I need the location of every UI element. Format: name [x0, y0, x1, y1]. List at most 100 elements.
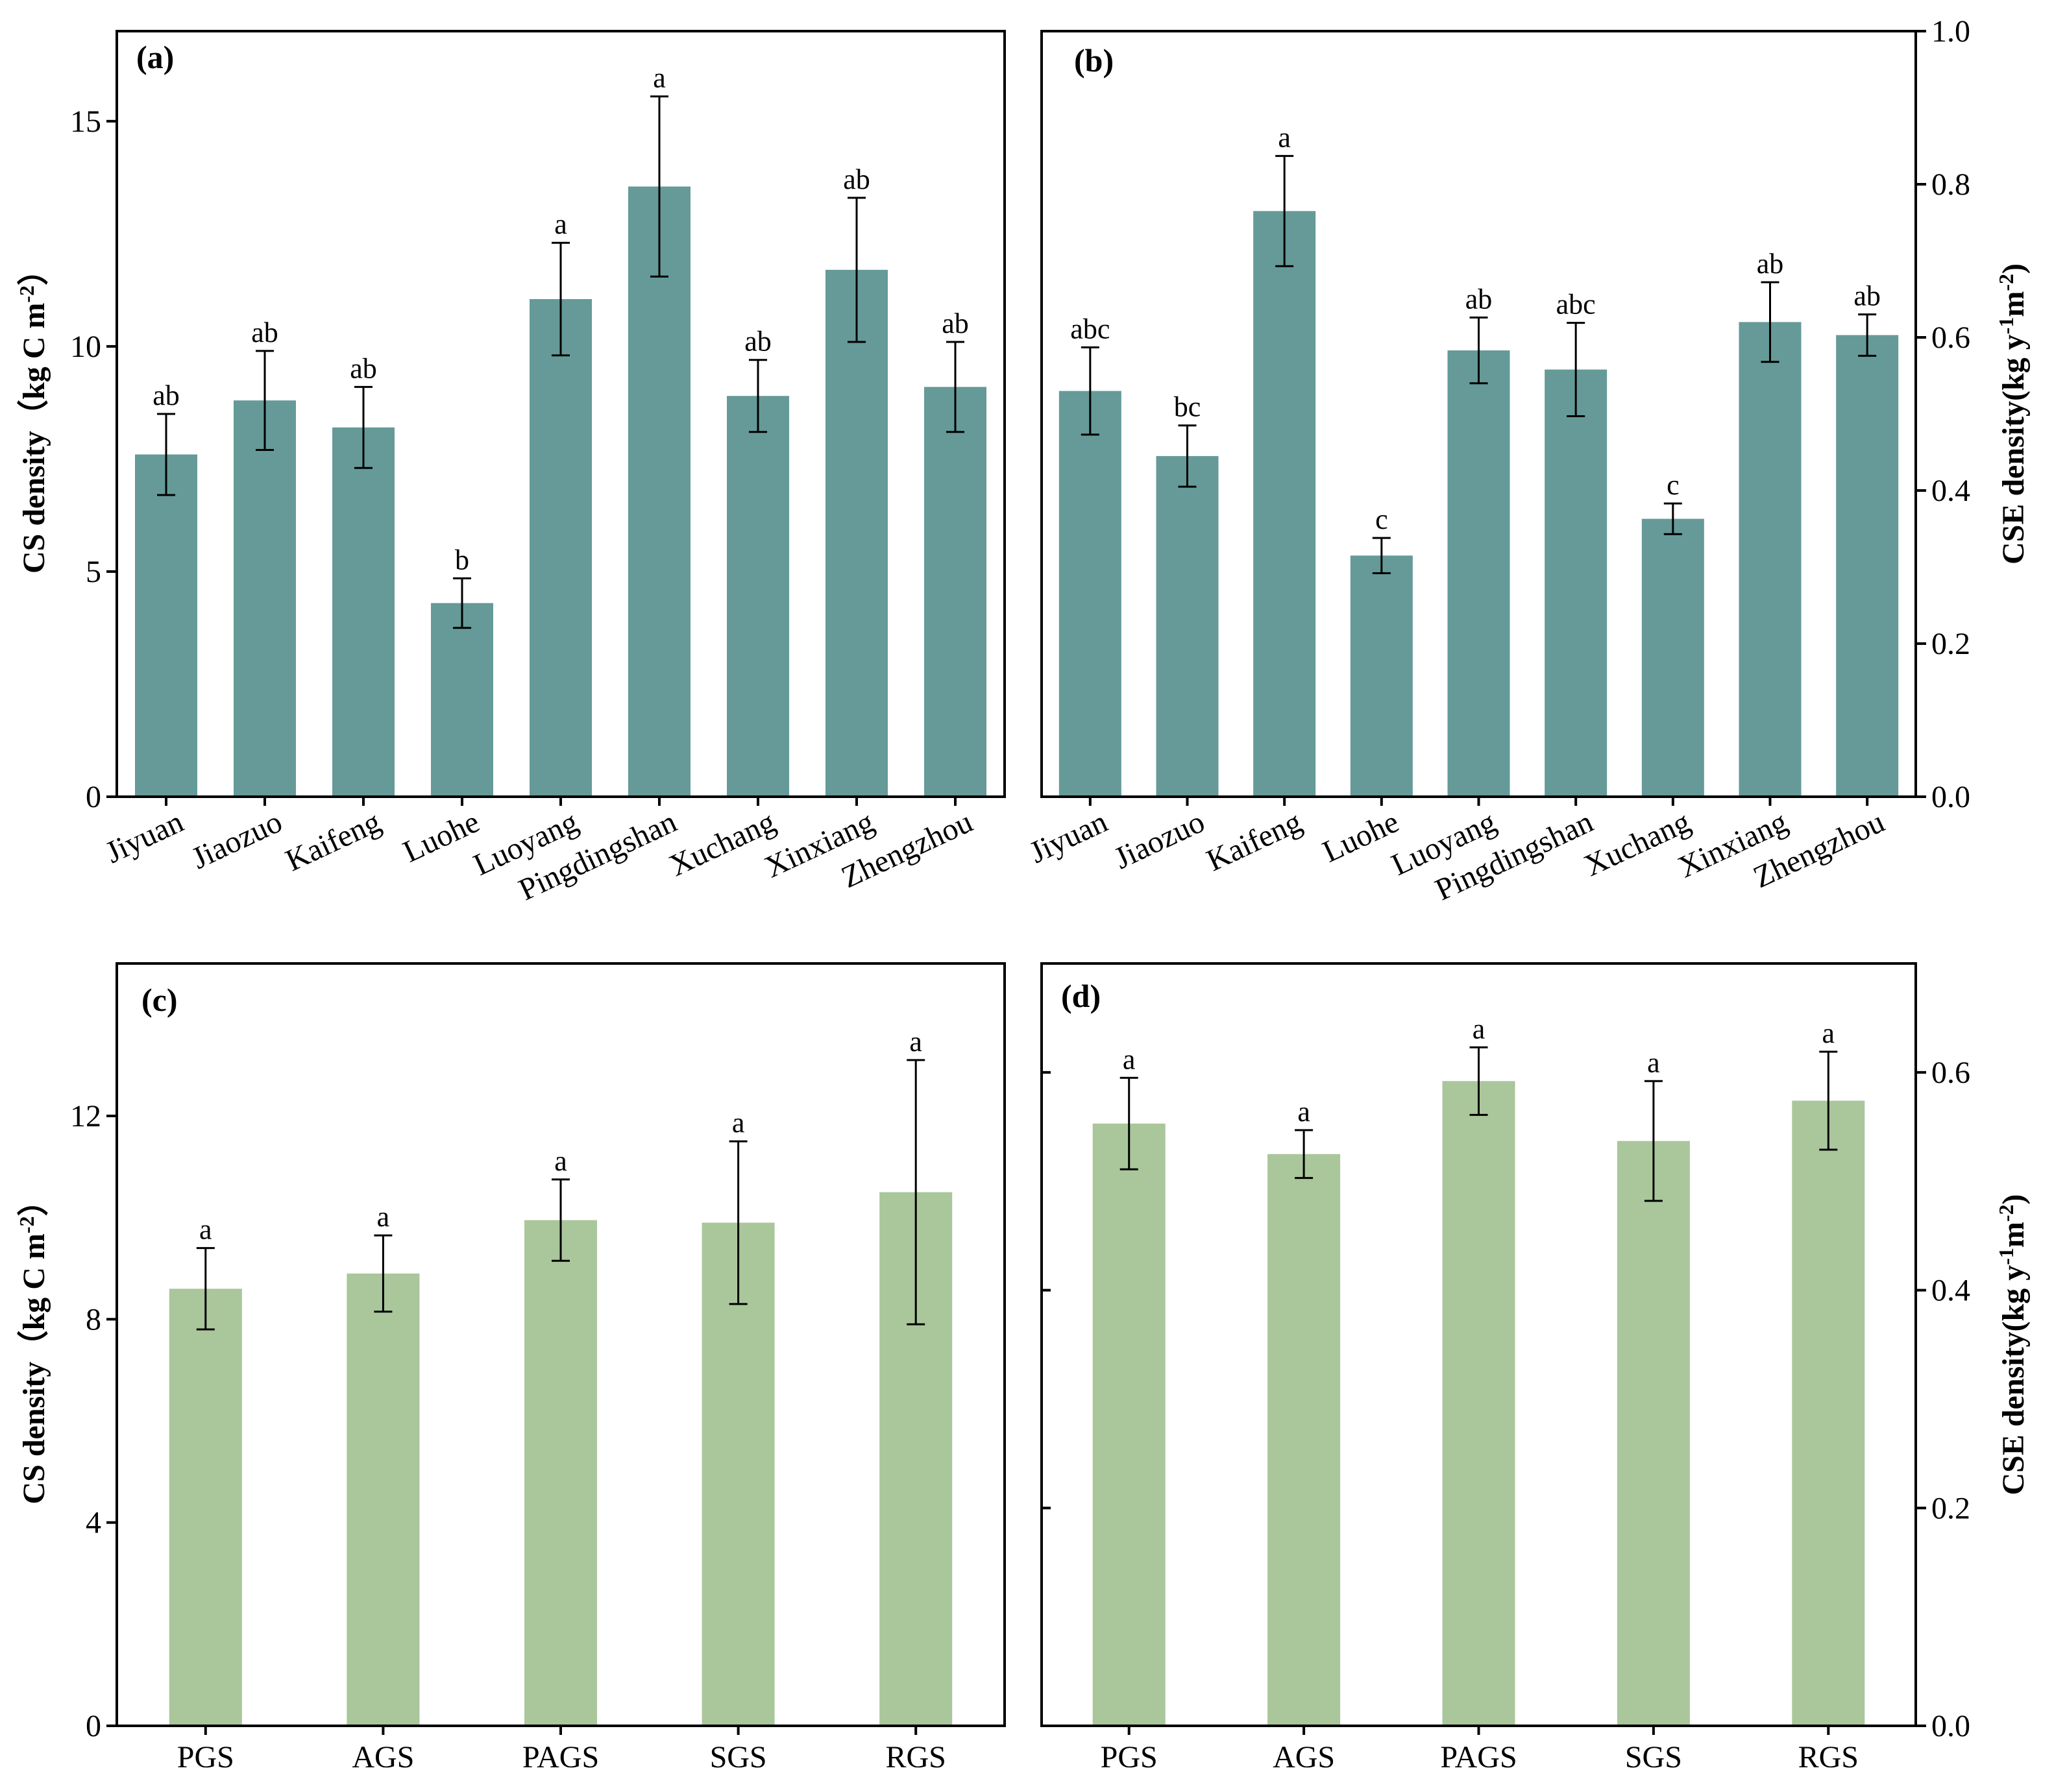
y-tick-label-c-2: 8	[86, 1302, 101, 1337]
significance-letter-c-2: a	[554, 1145, 567, 1177]
x-tick-label-d-2: PAGS	[1440, 1740, 1517, 1774]
bar-a-3	[431, 603, 493, 797]
x-tick-label-c-4: RGS	[886, 1740, 946, 1774]
y-axis-title-part-d-1: -1	[1994, 1248, 2018, 1265]
chart-panel-a: ab ab ab b a a ab ab ab 0 5 10 15 JiyuanJiaozuoKaifen…	[15, 30, 1006, 907]
significance-letter-d-1: a	[1297, 1096, 1310, 1128]
significance-letter-b-7: ab	[1757, 248, 1784, 280]
panel-label-a: (a)	[136, 39, 174, 75]
bar-b-6	[1641, 518, 1704, 797]
x-tick-label-d-1: AGS	[1273, 1740, 1335, 1774]
y-axis-title-part-a-0: CS density（kg C m	[17, 303, 51, 574]
y-tick-label-b-0: 0.0	[1931, 780, 1970, 814]
x-tick-label-b-1: Jiaozuo	[1109, 805, 1210, 876]
significance-letter-b-8: ab	[1853, 280, 1881, 312]
significance-letter-c-0: a	[199, 1214, 212, 1246]
significance-letter-d-0: a	[1123, 1043, 1136, 1075]
y-axis-title-part-c-2: ）	[17, 1185, 51, 1216]
significance-letter-b-6: c	[1667, 469, 1680, 501]
significance-letter-a-7: ab	[843, 163, 870, 195]
bar-c-3	[702, 1222, 775, 1726]
y-axis-title-c: CS density（kg C m-2）	[15, 1185, 51, 1504]
chart-panel-c: a a a a a 0 4 8 12 PGS AGS PAGS SGS RGS (c) CS density（…	[15, 962, 1006, 1774]
significance-letter-a-0: ab	[153, 380, 180, 411]
bar-a-2	[332, 427, 395, 797]
y-axis-title-part-c-0: CS density（kg C m	[17, 1233, 51, 1504]
y-tick-label-c-1: 4	[86, 1506, 101, 1540]
y-tick-label-d-0: 0.0	[1931, 1709, 1970, 1743]
significance-letter-d-2: a	[1473, 1013, 1485, 1045]
significance-letter-b-1: bc	[1174, 391, 1201, 423]
bar-a-1	[234, 400, 296, 797]
significance-letter-a-4: a	[554, 208, 567, 240]
y-tick-label-b-3: 0.6	[1931, 321, 1970, 355]
panel-label-d: (d)	[1061, 978, 1101, 1014]
bar-b-4	[1447, 350, 1510, 797]
x-tick-label-c-1: AGS	[352, 1740, 414, 1774]
x-tick-label-a-2: Kaifeng	[280, 805, 386, 878]
x-tick-label-a-1: Jiaozuo	[186, 805, 287, 876]
y-axis-title-part-b-4: )	[1996, 263, 2031, 274]
y-tick-label-b-4: 0.8	[1931, 167, 1970, 202]
x-tick-label-d-0: PGS	[1101, 1740, 1158, 1774]
bar-a-0	[135, 454, 197, 797]
y-axis-title-part-c-1: -2	[15, 1216, 38, 1233]
significance-letter-a-5: a	[653, 62, 666, 94]
y-tick-label-a-1: 5	[86, 555, 101, 589]
bar-b-5	[1545, 369, 1608, 797]
y-tick-label-a-2: 10	[70, 330, 101, 364]
x-tick-label-d-4: RGS	[1798, 1740, 1859, 1774]
significance-letter-a-1: ab	[251, 317, 278, 348]
x-tick-label-c-0: PGS	[177, 1740, 234, 1774]
significance-letter-a-8: ab	[942, 308, 969, 339]
y-axis-title-b: CSE density(kg y-1m-2)	[1994, 263, 2031, 564]
bar-d-1	[1267, 1154, 1341, 1726]
significance-letter-c-1: a	[377, 1201, 390, 1233]
x-tick-label-c-2: PAGS	[522, 1740, 599, 1774]
bar-a-6	[727, 396, 789, 797]
x-tick-label-d-3: SGS	[1625, 1740, 1682, 1774]
bar-d-3	[1617, 1141, 1690, 1726]
bar-b-2	[1253, 211, 1316, 797]
x-tick-label-b-6: Xuchang	[1579, 805, 1695, 883]
bar-a-7	[825, 269, 888, 797]
significance-letter-b-5: abc	[1556, 289, 1596, 321]
x-tick-label-b-2: Kaifeng	[1201, 805, 1307, 878]
bar-d-0	[1092, 1123, 1166, 1726]
significance-letter-c-4: a	[909, 1026, 922, 1058]
significance-letter-d-3: a	[1647, 1047, 1660, 1078]
bar-b-0	[1058, 391, 1121, 797]
y-axis-title-part-d-4: )	[1996, 1194, 2031, 1204]
y-axis-title-d: CSE density(kg y-1m-2)	[1994, 1194, 2031, 1495]
bar-a-8	[924, 387, 986, 797]
bar-b-3	[1350, 555, 1413, 797]
y-tick-label-a-3: 15	[70, 104, 101, 139]
bar-b-8	[1836, 335, 1899, 797]
y-axis-title-part-b-0: CSE density(kg y	[1996, 334, 2031, 564]
x-tick-label-b-0: Jiyuan	[1024, 805, 1112, 870]
y-tick-label-b-1: 0.2	[1931, 627, 1970, 661]
significance-letter-b-3: c	[1375, 503, 1388, 535]
y-tick-label-d-3: 0.6	[1931, 1056, 1970, 1090]
significance-letter-a-6: ab	[744, 326, 772, 357]
x-tick-label-a-6: Xuchang	[664, 805, 780, 883]
significance-letter-a-3: b	[455, 544, 469, 575]
bar-c-2	[524, 1220, 597, 1726]
significance-letter-d-4: a	[1822, 1017, 1835, 1049]
bar-a-5	[628, 186, 691, 797]
y-axis-title-part-d-3: -2	[1994, 1204, 2018, 1222]
bar-b-7	[1739, 322, 1802, 797]
y-tick-label-c-3: 12	[70, 1099, 101, 1133]
y-axis-title-part-a-1: -2	[15, 285, 38, 303]
y-tick-label-b-2: 0.4	[1931, 474, 1970, 508]
y-axis-title-a: CS density（kg C m-2）	[15, 254, 51, 574]
y-axis-title-part-b-2: m	[1996, 291, 2031, 317]
significance-letter-b-0: abc	[1070, 313, 1110, 345]
y-axis-title-part-b-1: -1	[1994, 317, 2018, 335]
bar-d-2	[1442, 1081, 1515, 1726]
y-axis-title-part-b-3: -2	[1994, 274, 2018, 291]
y-tick-label-a-0: 0	[86, 780, 101, 814]
y-axis-title-part-d-0: CSE density(kg y	[1996, 1265, 2031, 1495]
bar-c-0	[169, 1289, 242, 1726]
significance-letter-b-2: a	[1278, 121, 1291, 153]
